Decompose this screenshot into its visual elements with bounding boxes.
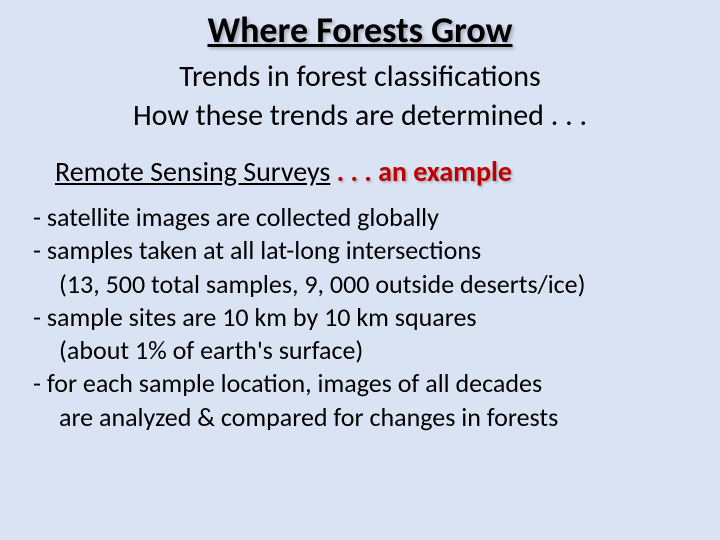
bullet-item-1: - satellite images are collected globall… [33, 201, 695, 234]
heading-prefix: Remote Sensing Surveys [55, 154, 330, 189]
bullet-item-2: - samples taken at all lat-long intersec… [33, 234, 695, 267]
heading-accent: an example [378, 154, 512, 189]
bullet-list: - satellite images are collected globall… [33, 201, 695, 434]
bullet-item-3: - sample sites are 10 km by 10 km square… [33, 301, 695, 334]
bullet-item-3-sub: (about 1% of earth's surface) [59, 334, 695, 367]
bullet-item-2-sub: (13, 500 total samples, 9, 000 outside d… [59, 268, 695, 301]
subtitle-line-1: Trends in forest classifications [25, 58, 695, 95]
heading-dots: . . . [330, 154, 378, 189]
bullet-item-4-sub: are analyzed & compared for changes in f… [59, 401, 695, 434]
bullet-item-4: - for each sample location, images of al… [33, 367, 695, 400]
slide-title: Where Forests Grow [25, 8, 695, 52]
section-heading: Remote Sensing Surveys . . . an example [55, 154, 695, 189]
subtitle-line-2: How these trends are determined . . . [25, 97, 695, 134]
